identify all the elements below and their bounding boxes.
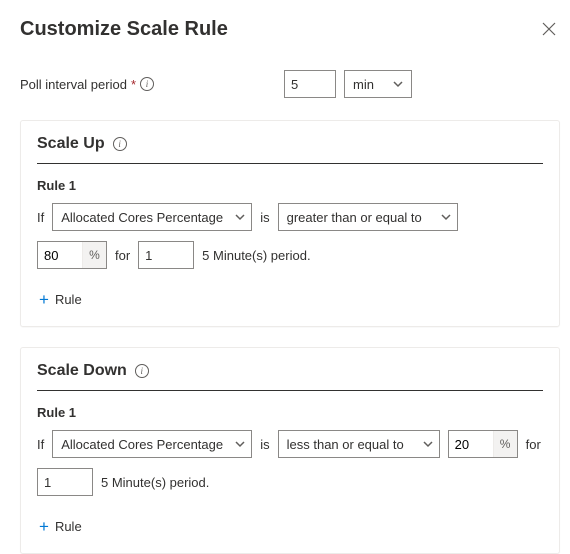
required-marker: * — [131, 77, 136, 92]
scale-up-period-input[interactable] — [138, 241, 194, 269]
if-label: If — [37, 437, 44, 452]
close-icon — [542, 23, 556, 39]
for-label: for — [526, 437, 541, 452]
scale-up-threshold-input[interactable] — [38, 242, 82, 268]
percent-label: % — [493, 431, 517, 457]
chevron-down-icon — [235, 437, 245, 452]
close-button[interactable] — [538, 18, 560, 42]
add-scale-up-rule-button[interactable]: + Rule — [37, 285, 84, 314]
chevron-down-icon — [441, 210, 451, 225]
if-label: If — [37, 210, 44, 225]
info-icon[interactable]: i — [113, 137, 127, 151]
scale-down-rule-title: Rule 1 — [37, 405, 543, 420]
scale-down-comparator-value: less than or equal to — [287, 437, 404, 452]
scale-up-metric-value: Allocated Cores Percentage — [61, 210, 223, 225]
info-icon[interactable]: i — [135, 364, 149, 378]
scale-down-title: Scale Down — [37, 362, 127, 380]
scale-down-metric-value: Allocated Cores Percentage — [61, 437, 223, 452]
info-icon[interactable]: i — [140, 77, 154, 91]
page-title: Customize Scale Rule — [20, 18, 228, 41]
plus-icon: + — [39, 291, 49, 308]
scale-down-threshold-field: % — [448, 430, 518, 458]
scale-up-comparator-select[interactable]: greater than or equal to — [278, 203, 458, 231]
scale-down-card: Scale Down i Rule 1 If Allocated Cores P… — [20, 347, 560, 554]
scale-up-metric-select[interactable]: Allocated Cores Percentage — [52, 203, 252, 231]
plus-icon: + — [39, 518, 49, 535]
percent-label: % — [82, 242, 106, 268]
poll-interval-row: Poll interval period * i min — [20, 70, 560, 98]
chevron-down-icon — [393, 77, 403, 92]
add-rule-label: Rule — [55, 292, 82, 307]
add-rule-label: Rule — [55, 519, 82, 534]
chevron-down-icon — [235, 210, 245, 225]
poll-interval-input[interactable] — [284, 70, 336, 98]
scale-down-period-input[interactable] — [37, 468, 93, 496]
add-scale-down-rule-button[interactable]: + Rule — [37, 512, 84, 541]
is-label: is — [260, 210, 269, 225]
period-text: 5 Minute(s) period. — [202, 248, 310, 263]
scale-up-title: Scale Up — [37, 135, 105, 153]
scale-up-card: Scale Up i Rule 1 If Allocated Cores Per… — [20, 120, 560, 327]
scale-down-metric-select[interactable]: Allocated Cores Percentage — [52, 430, 252, 458]
scale-down-comparator-select[interactable]: less than or equal to — [278, 430, 440, 458]
period-text: 5 Minute(s) period. — [101, 475, 209, 490]
for-label: for — [115, 248, 130, 263]
scale-down-threshold-input[interactable] — [449, 431, 493, 457]
is-label: is — [260, 437, 269, 452]
scale-up-rule-title: Rule 1 — [37, 178, 543, 193]
scale-up-threshold-field: % — [37, 241, 107, 269]
poll-interval-label: Poll interval period — [20, 77, 127, 92]
poll-unit-value: min — [353, 77, 374, 92]
poll-unit-select[interactable]: min — [344, 70, 412, 98]
chevron-down-icon — [423, 437, 433, 452]
scale-up-comparator-value: greater than or equal to — [287, 210, 422, 225]
